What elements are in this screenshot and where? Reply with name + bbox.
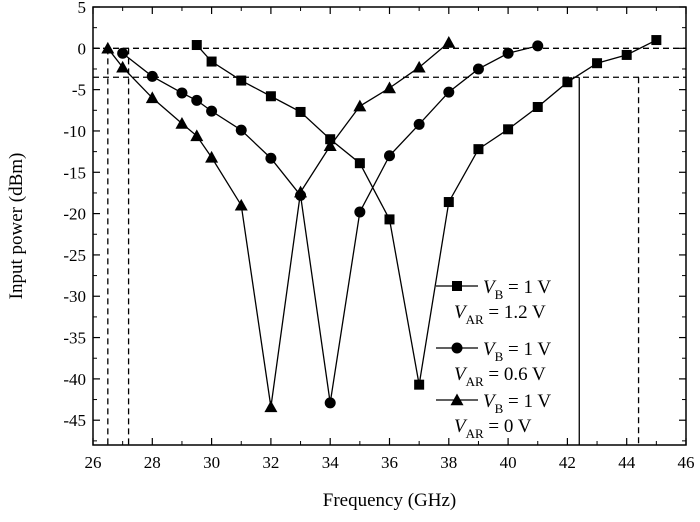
legend-marker: [451, 342, 463, 354]
data-point: [323, 139, 337, 152]
y-tick-label: -10: [63, 122, 86, 141]
data-point: [191, 94, 203, 106]
y-axis-label: Input power (dBm): [6, 153, 27, 300]
data-point: [651, 35, 662, 46]
data-point: [265, 152, 277, 164]
legend-label-var: VAR = 1.2 V: [454, 302, 546, 327]
legend-marker: [452, 281, 462, 291]
x-tick-label: 32: [262, 453, 279, 472]
data-point: [562, 77, 573, 88]
legend-label-var: VAR = 0 V: [454, 416, 532, 441]
y-tick-labels: 5 0 -5 -10 -15 -20 -25 -30 -35 -40 -45: [63, 0, 86, 430]
y-tick-label: -35: [63, 329, 86, 348]
data-point: [294, 185, 308, 198]
y-tick-label: -15: [63, 163, 86, 182]
data-point: [414, 379, 425, 390]
y-tick-label: -30: [63, 287, 86, 306]
series-layer: [101, 35, 662, 413]
y-tick-label: -20: [63, 205, 86, 224]
data-point: [324, 397, 336, 409]
data-point: [264, 400, 278, 413]
y-tick-label: 5: [78, 0, 87, 17]
legend-label-vb: VB = 1 V: [483, 277, 551, 302]
legend-label-vb: VB = 1 V: [483, 391, 551, 416]
series-square: [191, 35, 662, 390]
data-point: [205, 150, 219, 163]
data-point: [502, 47, 514, 59]
data-point: [117, 47, 129, 59]
data-point: [592, 58, 603, 69]
y-tick-label: 0: [78, 39, 87, 58]
data-point: [384, 214, 395, 225]
data-point: [145, 91, 159, 104]
data-point: [101, 41, 115, 54]
x-tick-label: 26: [85, 453, 102, 472]
x-tick-label: 40: [500, 453, 517, 472]
y-tick-label: -45: [63, 411, 86, 430]
series-line: [122, 45, 538, 403]
x-tick-labels: 26 28 30 32 34 36 38 40 42 44 46: [85, 453, 695, 472]
legend-label-vb: VB = 1 V: [483, 339, 551, 364]
data-point: [413, 118, 425, 130]
data-point: [191, 40, 202, 51]
y-tick-label: -25: [63, 246, 86, 265]
y-tick-label: -5: [72, 81, 86, 100]
data-point: [354, 206, 366, 218]
data-point: [146, 70, 158, 82]
x-tick-label: 36: [381, 453, 398, 472]
x-tick-label: 44: [618, 453, 636, 472]
x-axis-label: Frequency (GHz): [323, 490, 456, 511]
x-tick-label: 46: [678, 453, 695, 472]
data-point: [532, 101, 543, 112]
data-point: [206, 105, 218, 117]
x-tick-label: 30: [203, 453, 220, 472]
x-tick-label: 28: [144, 453, 161, 472]
data-point: [384, 150, 395, 162]
series-line: [107, 42, 450, 408]
x-tick-label: 42: [559, 453, 576, 472]
data-point: [353, 99, 367, 112]
y-tick-label: -40: [63, 370, 86, 389]
data-point: [503, 124, 514, 135]
data-point: [442, 36, 456, 48]
data-point: [325, 134, 336, 145]
data-point: [206, 56, 217, 67]
axis-ticks: [92, 6, 687, 445]
data-point: [532, 40, 544, 52]
data-point: [472, 63, 484, 75]
data-point: [354, 158, 365, 169]
data-point: [443, 197, 454, 208]
reference-lines: [93, 47, 686, 445]
data-point: [235, 124, 247, 136]
x-tick-label: 34: [322, 453, 340, 472]
data-point: [190, 129, 204, 142]
data-point: [236, 75, 247, 86]
data-point: [265, 91, 276, 102]
series-line: [196, 39, 657, 385]
series-circle: [117, 40, 544, 409]
data-point: [621, 49, 632, 60]
x-tick-label: 38: [440, 453, 457, 472]
data-point: [116, 60, 130, 73]
data-point: [443, 86, 455, 98]
data-point: [412, 60, 426, 73]
data-point: [295, 106, 306, 117]
data-point: [383, 81, 396, 94]
series-triangle: [101, 36, 456, 413]
data-point: [234, 198, 248, 211]
plot-frame: [92, 6, 687, 446]
data-point: [176, 87, 188, 99]
legend-label-var: VAR = 0.6 V: [454, 364, 546, 389]
legend-marker: [450, 393, 464, 406]
data-point: [473, 144, 484, 155]
data-point: [175, 117, 189, 129]
